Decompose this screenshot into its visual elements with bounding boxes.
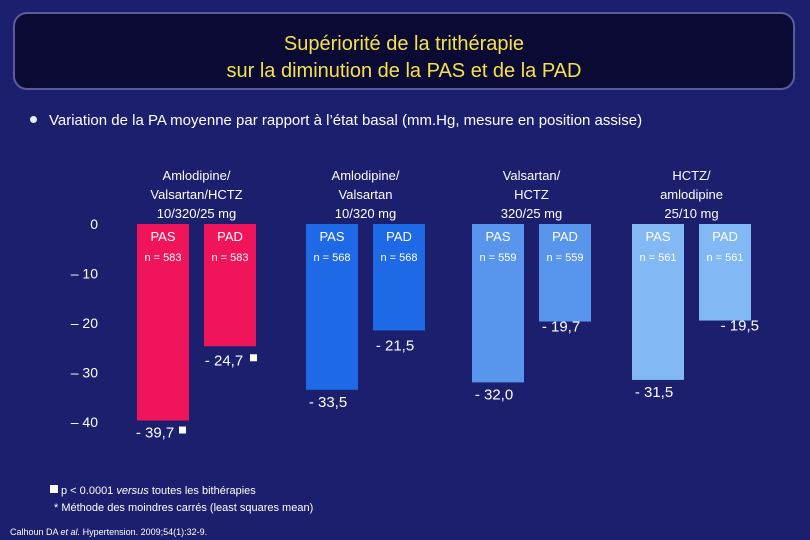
title-line-2: sur la diminution de la PAS et de la PAD xyxy=(226,60,582,82)
significance-marker-icon xyxy=(250,354,257,362)
title-line-1: Supériorité de la trithérapie xyxy=(283,33,525,55)
bar-pas xyxy=(632,224,684,380)
bar-value-label: - 19,5 xyxy=(721,318,759,335)
bar-pad xyxy=(204,224,256,347)
bar-n-label: n = 561 xyxy=(706,252,743,264)
group-label-line: amlodipine xyxy=(660,187,723,202)
bar-value-label: - 33,5 xyxy=(309,394,347,411)
bar-pas xyxy=(472,224,524,383)
citation-suffix: Hypertension. 2009;54(1):32-9. xyxy=(80,527,208,537)
bar-n-label: n = 559 xyxy=(546,252,583,264)
chart-subtitle: Variation de la PA moyenne par rapport à… xyxy=(30,112,642,129)
bar-pas xyxy=(137,224,189,421)
group-label-line: 10/320/25 mg xyxy=(157,206,237,221)
y-tick-label: – 10 xyxy=(71,266,98,282)
group-label-line: Amlodipine/ xyxy=(332,168,400,183)
bar-series-label: PAS xyxy=(645,229,670,244)
citation-prefix: Calhoun DA xyxy=(10,527,61,537)
significance-italic: versus xyxy=(116,485,149,497)
bullet-icon xyxy=(30,115,37,123)
significance-prefix: p < 0.0001 xyxy=(61,485,117,497)
y-tick-label: – 40 xyxy=(71,414,98,430)
bar-n-label: n = 561 xyxy=(639,252,676,264)
bar-n-label: n = 559 xyxy=(479,252,516,264)
bar-series-label: PAD xyxy=(217,229,243,244)
bar-value-label: - 31,5 xyxy=(635,384,673,401)
group-label-line: HCTZ/ xyxy=(672,168,711,183)
bar-series-label: PAD xyxy=(386,229,412,244)
significance-footnote: p < 0.0001 versus toutes les bithérapies xyxy=(50,485,256,497)
group-label-line: Amlodipine/ xyxy=(163,168,231,183)
bar-pas xyxy=(306,224,358,390)
group-label-line: Valsartan/ xyxy=(503,168,561,183)
bar-value-label: - 24,7 xyxy=(205,352,243,369)
bar-value-label: - 32,0 xyxy=(475,386,513,403)
significance-suffix: toutes les bithérapies xyxy=(148,485,256,497)
bar-series-label: PAD xyxy=(552,229,578,244)
y-tick-label: – 30 xyxy=(71,365,98,381)
bar-pad xyxy=(699,224,751,321)
bar-n-label: n = 568 xyxy=(380,252,417,264)
y-tick-label: 0 xyxy=(90,216,98,232)
group-label-line: Valsartan xyxy=(339,187,393,202)
bar-series-label: PAS xyxy=(485,229,510,244)
citation: Calhoun DA et al. Hypertension. 2009;54(… xyxy=(10,527,207,537)
bar-n-label: n = 568 xyxy=(313,252,350,264)
method-footnote: * Méthode des moindres carrés (least squ… xyxy=(54,502,314,514)
bar-series-label: PAS xyxy=(150,229,175,244)
bar-pad xyxy=(373,224,425,331)
significance-marker-icon xyxy=(179,426,186,434)
group-label-line: 320/25 mg xyxy=(501,206,562,221)
y-tick-label: – 20 xyxy=(71,315,98,331)
group-label-line: Valsartan/HCTZ xyxy=(150,187,242,202)
bar-value-label: - 19,7 xyxy=(542,319,580,336)
chart-subtitle-text: Variation de la PA moyenne par rapport à… xyxy=(49,112,643,129)
bar-value-label: - 21,5 xyxy=(376,337,414,354)
group-label-line: 25/10 mg xyxy=(664,206,718,221)
bar-n-label: n = 583 xyxy=(211,252,248,264)
citation-italic: et al. xyxy=(60,527,81,537)
bar-series-label: PAD xyxy=(712,229,738,244)
group-label-line: HCTZ xyxy=(514,187,549,202)
bar-pad xyxy=(539,224,591,322)
bar-series-label: PAS xyxy=(319,229,344,244)
significance-marker-icon xyxy=(50,485,58,493)
group-label-line: 10/320 mg xyxy=(335,206,396,221)
bar-n-label: n = 583 xyxy=(144,252,181,264)
title-box: Supériorité de la trithérapie sur la dim… xyxy=(13,12,795,90)
bar-value-label: - 39,7 xyxy=(136,425,174,442)
